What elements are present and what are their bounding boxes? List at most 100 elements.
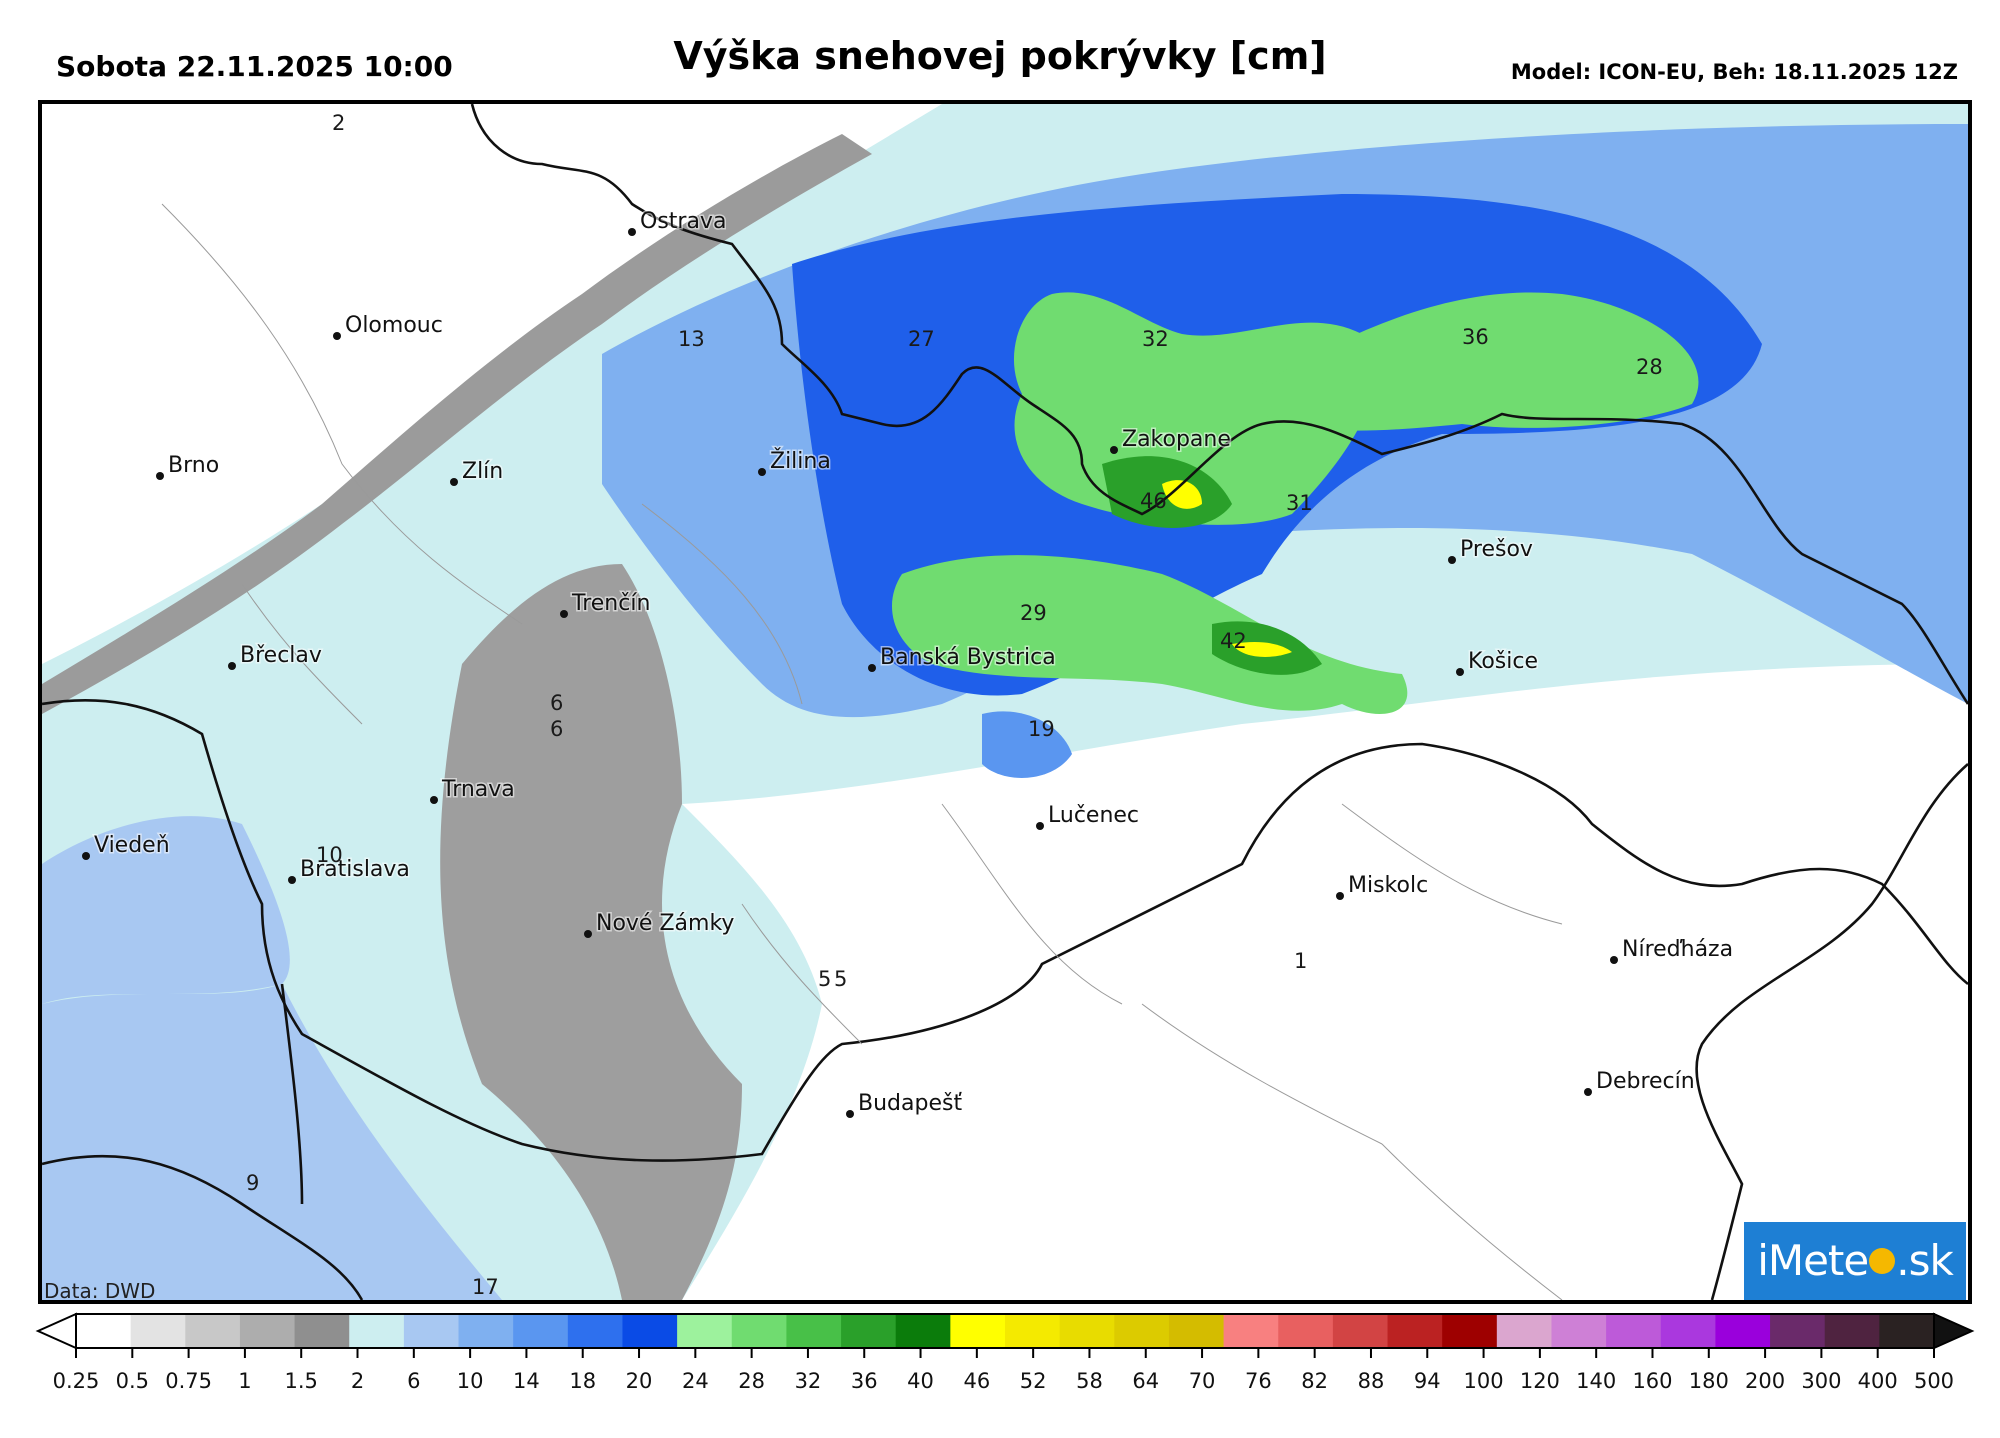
city-label: Prešov [1460, 537, 1533, 562]
legend-color-segment [950, 1314, 1006, 1348]
legend-color-segment [1606, 1314, 1662, 1348]
legend-tick-label: 20 [626, 1369, 653, 1393]
city-marker [1336, 892, 1344, 900]
sun-icon [1869, 1247, 1896, 1274]
snow-band-white-east [682, 664, 1968, 1300]
imeteo-logo[interactable]: iMete .sk [1744, 1222, 1966, 1300]
legend-color-segment [1715, 1314, 1771, 1348]
legend-tick-label: 52 [1020, 1369, 1047, 1393]
border-line-4 [42, 1154, 364, 1300]
snow-depth-value: 5 [834, 967, 847, 991]
legend-color-segment [1387, 1314, 1443, 1348]
legend-color-segment [567, 1314, 623, 1348]
forecast-date-time: Sobota 22.11.2025 10:00 [56, 50, 453, 83]
snow-patch-green-east [1262, 292, 1699, 431]
city-label: Zakopane [1122, 427, 1231, 452]
legend-tick-label: 10 [457, 1369, 484, 1393]
city-label: Lučenec [1048, 803, 1139, 828]
city-label: Brno [168, 453, 219, 478]
city-label: Miskolc [1348, 873, 1428, 898]
legend-tick-label: 120 [1520, 1369, 1560, 1393]
legend-tick-label: 500 [1914, 1369, 1954, 1393]
legend-tick-label: 1.5 [285, 1369, 318, 1393]
city-label: Viedeň [94, 833, 170, 858]
legend-tick-label: 36 [851, 1369, 878, 1393]
legend-tick-label: 200 [1745, 1369, 1785, 1393]
map-canvas: Ostrava Olomouc Brno Zlín Žilina Zakopane Preš… [42, 104, 1968, 1300]
city-label: Budapešť [858, 1091, 962, 1116]
legend-tick-label: 64 [1132, 1369, 1159, 1393]
legend-tick-label: 40 [907, 1369, 934, 1393]
legend-color-segment [1114, 1314, 1170, 1348]
legend-color-segment [294, 1314, 350, 1348]
legend-color-segment [1551, 1314, 1607, 1348]
snow-depth-value: 27 [908, 327, 935, 351]
legend-tick-label: 46 [963, 1369, 990, 1393]
legend-tick-label: 28 [738, 1369, 765, 1393]
legend-color-segment [1770, 1314, 1826, 1348]
snow-band-blue-west [42, 816, 290, 1004]
legend-color-segment [1879, 1314, 1935, 1348]
legend-tick-label: 180 [1689, 1369, 1729, 1393]
city-marker [1456, 668, 1464, 676]
snow-depth-value: 2 [332, 111, 345, 135]
legend-color-segment [1059, 1314, 1115, 1348]
snow-depth-value: 9 [246, 1171, 259, 1195]
snow-depth-value: 17 [472, 1275, 499, 1299]
snow-depth-value: 36 [1462, 325, 1489, 349]
snow-depth-value: 1 [1294, 949, 1307, 973]
legend-color-segment [1168, 1314, 1225, 1348]
snow-depth-value: 42 [1220, 629, 1247, 653]
legend-tick-label: 300 [1801, 1369, 1841, 1393]
legend-tick-label: 140 [1576, 1369, 1616, 1393]
legend-tick-label: 160 [1632, 1369, 1672, 1393]
city-label: Trnava [441, 777, 515, 802]
legend-color-segment [1005, 1314, 1061, 1348]
city-label: Olomouc [345, 313, 443, 338]
snow-band-blue-southwest [42, 984, 502, 1300]
legend-outline [75, 1313, 1935, 1349]
legend-arrow-left [35, 1312, 77, 1350]
snow-band-white-northwest [42, 104, 602, 544]
legend-color-segment [76, 1314, 132, 1348]
legend-color-segment [1332, 1314, 1389, 1348]
legend-arrow-right [1933, 1312, 1975, 1350]
legend-color-segment [1278, 1314, 1334, 1348]
regional-border-line [161, 203, 1563, 1300]
model-run-info: Model: ICON-EU, Beh: 18.11.2025 12Z [1510, 60, 1958, 84]
legend-segments [76, 1314, 1935, 1348]
legend-color-segment [1442, 1314, 1498, 1348]
legend-tick-label: 6 [407, 1369, 420, 1393]
snow-depth-value: 28 [1636, 355, 1663, 379]
regional-borders [161, 203, 1563, 1300]
map-title: Výška snehovej pokrývky [cm] [673, 34, 1327, 78]
city-label: Ostrava [640, 209, 726, 234]
city-marker [560, 610, 568, 618]
borders [42, 104, 1968, 1300]
city-marker [584, 930, 592, 938]
legend-tick-label: 70 [1189, 1369, 1216, 1393]
city-label: Zlín [462, 459, 503, 484]
snow-depth-value: 5 [818, 967, 831, 991]
city-markers: Ostrava Olomouc Brno Zlín Žilina Zakopane Preš… [82, 208, 1735, 1118]
legend-tick-label: 94 [1414, 1369, 1441, 1393]
city-label: Bratislava [300, 857, 410, 882]
city-marker [430, 796, 438, 804]
snow-depth-value: 10 [316, 843, 343, 867]
legend-tick-label: 0.75 [165, 1369, 212, 1393]
snow-patch-yellow-2 [1232, 641, 1292, 657]
city-label: Žilina [770, 448, 831, 474]
snow-depth-value: 19 [1028, 717, 1055, 741]
snow-depth-map: Ostrava Olomouc Brno Zlín Žilina Zakopane Preš… [38, 100, 1972, 1304]
legend-color-segment [622, 1314, 678, 1348]
legend-color-segment [1496, 1314, 1552, 1348]
logo-text-right: .sk [1896, 1236, 1954, 1285]
legend-tick-label: 76 [1245, 1369, 1272, 1393]
border-line-5 [280, 983, 304, 1205]
legend-tick-label: 82 [1301, 1369, 1328, 1393]
city-label: Trenčín [571, 591, 650, 616]
city-marker [846, 1110, 854, 1118]
city-label: Banská Bystrica [880, 645, 1056, 670]
legend-color-segment [1223, 1314, 1279, 1348]
